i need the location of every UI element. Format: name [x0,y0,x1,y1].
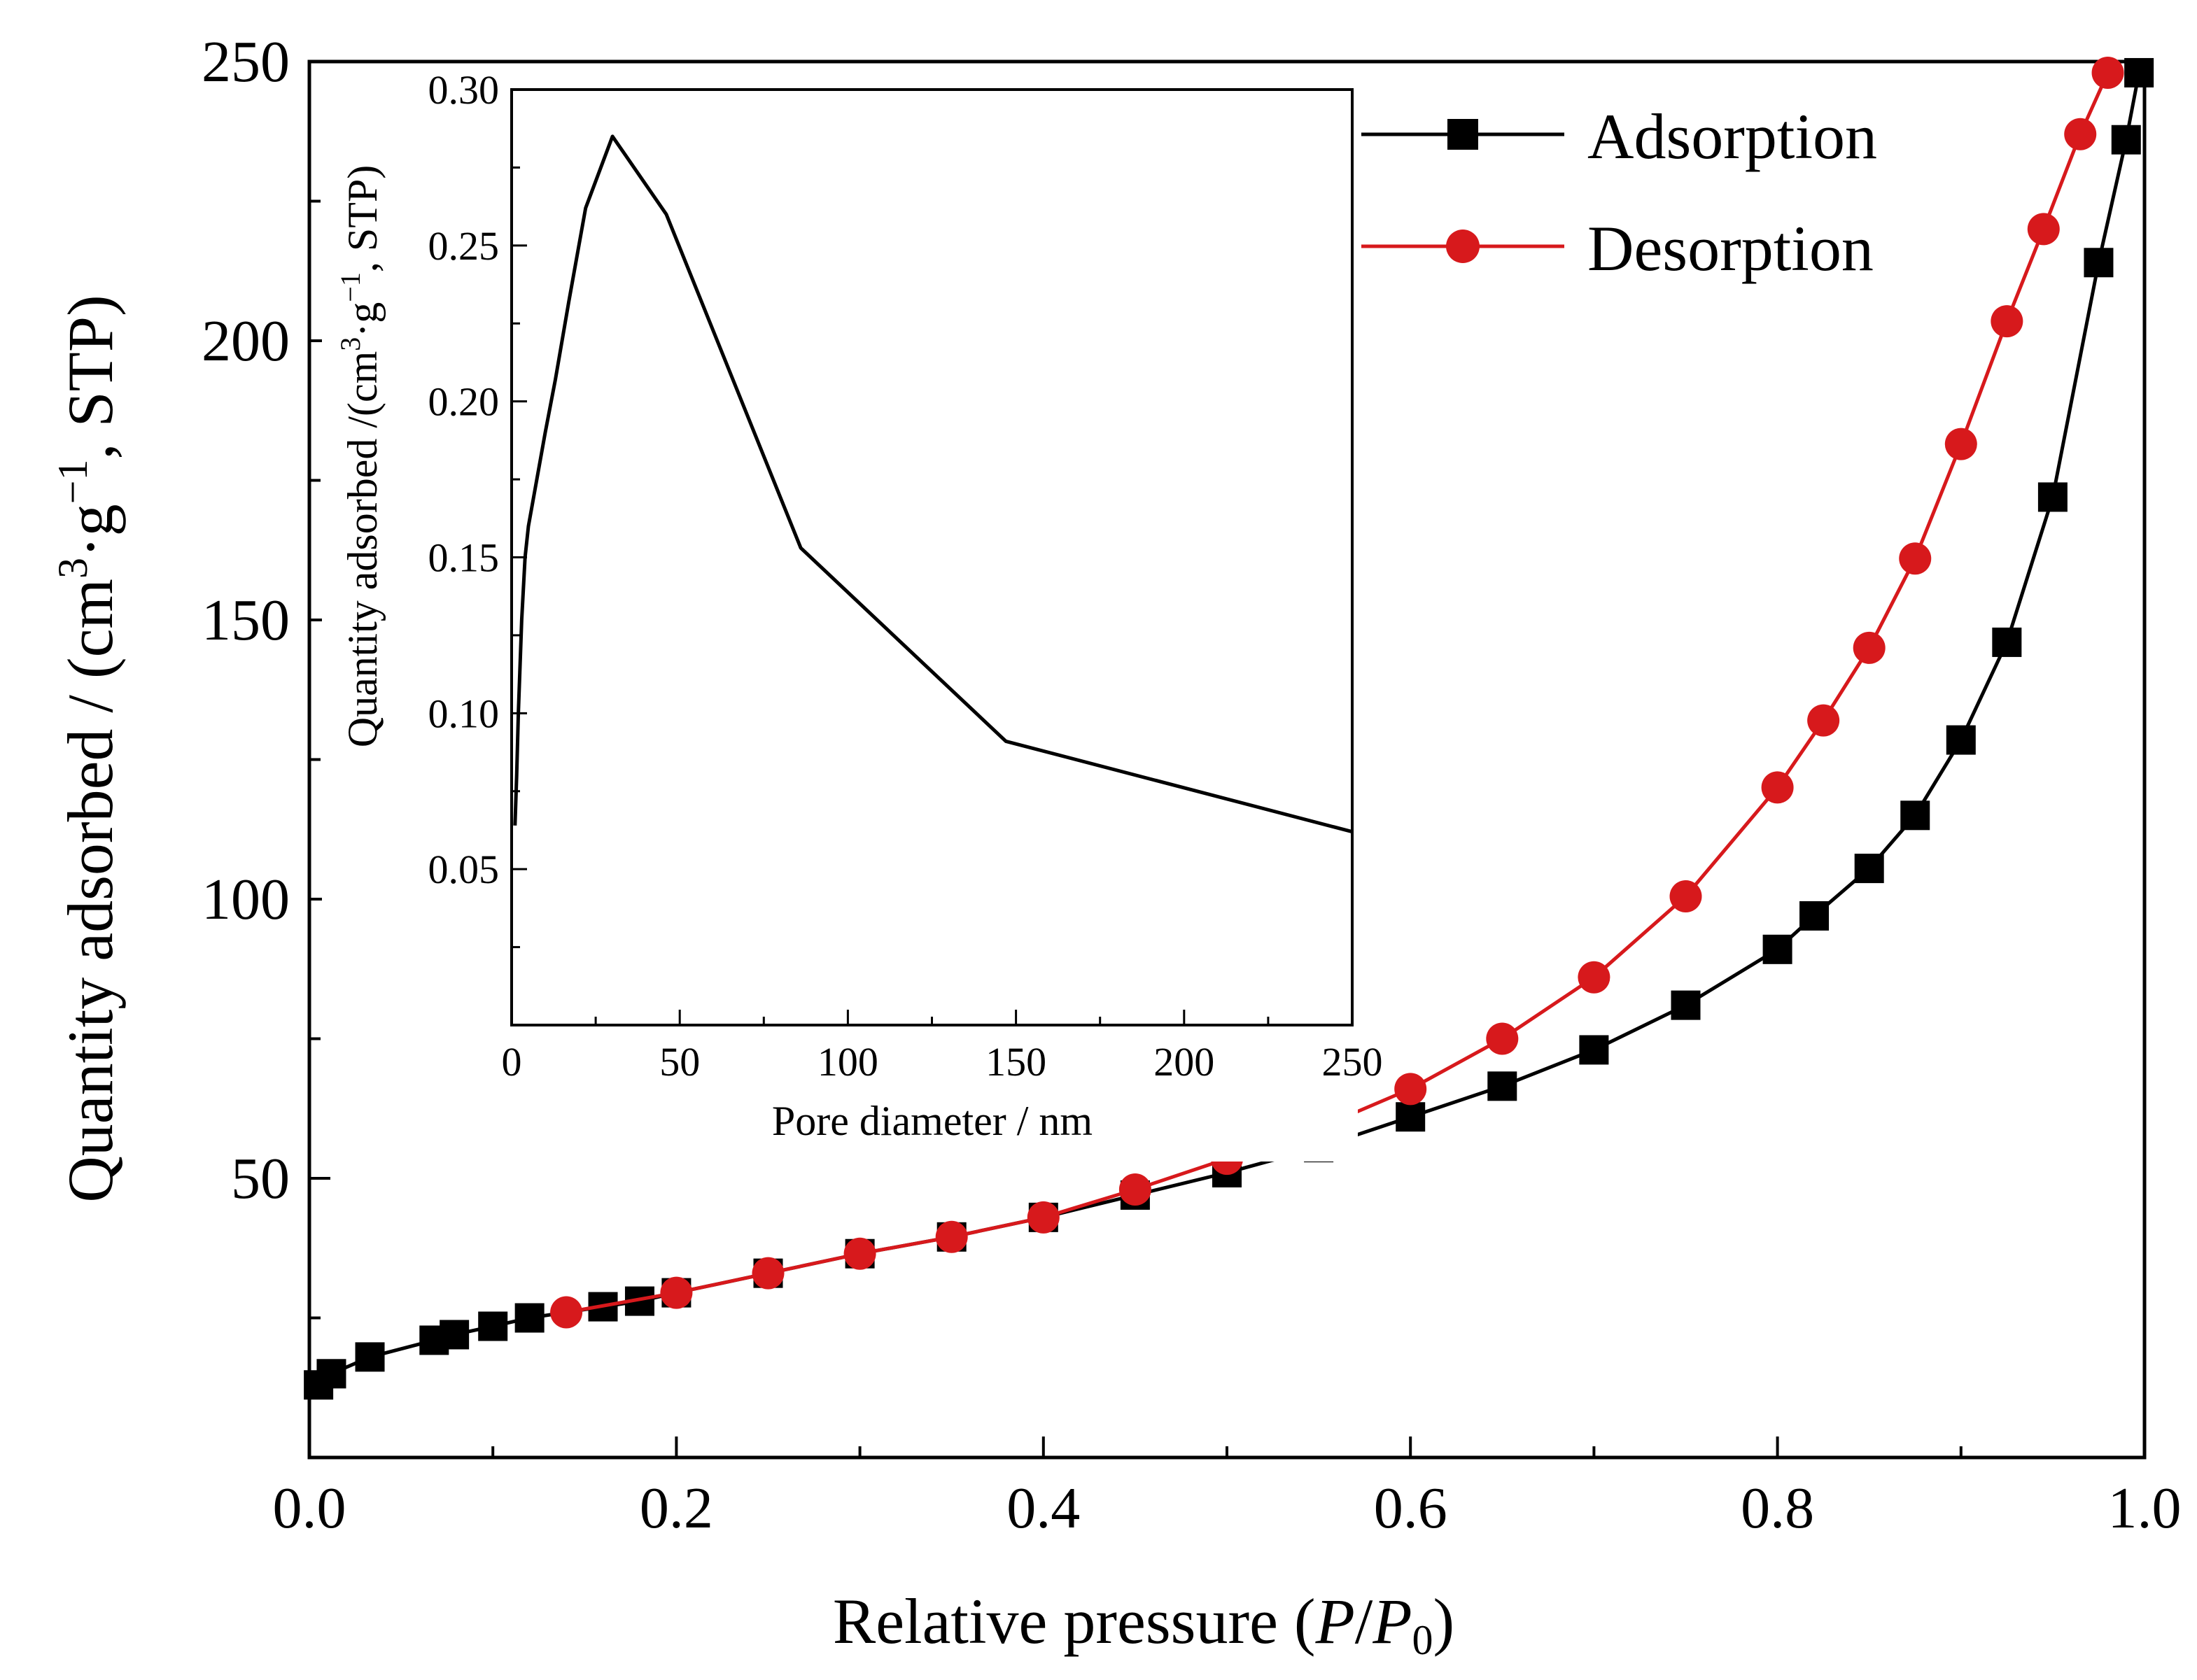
inset-x-tick-label: 200 [1153,1039,1214,1085]
desorption-point [1669,880,1702,913]
adsorption-point [1487,1071,1517,1101]
main-x-tick-label: 1.0 [2108,1476,2182,1541]
inset-x-ticks: 0 50 100 150 200 250 [502,1010,1383,1085]
desorption-point [550,1296,583,1329]
desorption-point [1578,961,1610,994]
desorption-point [1761,771,1794,804]
adsorption-point [1946,725,1976,755]
main-x-axis-label: Relative pressure (P/P0) [833,1586,1454,1663]
inset-x-tick-label: 250 [1322,1039,1383,1085]
desorption-point [1899,542,1932,575]
adsorption-point [316,1359,346,1389]
legend-desorption-label: Desorption [1587,213,1874,284]
desorption-point [935,1220,968,1253]
main-y-tick-label: 200 [202,309,290,374]
desorption-point [2091,56,2124,89]
main-y-axis-label: Quantity adsorbed / (cm3·g−1, STP) [50,295,126,1202]
inset-y-tick-label: 0.10 [428,691,500,736]
adsorption-point [1900,800,1930,831]
adsorption-point [1671,990,1701,1020]
legend: Adsorption Desorption [1361,101,1877,284]
inset-y-tick-label: 0.25 [428,223,500,269]
main-plot: 0.0 0.2 0.4 0.6 0.8 1.0 50 100 150 200 250 [202,29,2182,1541]
desorption-point [1991,305,2023,338]
main-series-layer [304,56,2154,1400]
inset-series-layer [513,134,1353,834]
inset-x-axis-label: Pore diameter / nm [772,1098,1093,1144]
adsorption-point [1992,627,2022,657]
inset-background [322,70,1358,1162]
adsorption-point [2111,125,2141,155]
inset-x-tick-label: 50 [659,1039,700,1085]
legend-desorption-marker [1446,230,1480,263]
main-x-tick-label: 0.4 [1006,1476,1080,1541]
inset-y-tick-label: 0.20 [428,379,500,425]
adsorption-point [440,1320,470,1350]
main-y-ticks: 50 100 150 200 250 [202,29,330,1320]
adsorption-point [514,1303,545,1333]
inset-y-tick-label: 0.05 [428,847,500,892]
adsorption-point [2124,57,2154,87]
adsorption-point [1854,854,1884,884]
inset-x-tick-label: 150 [985,1039,1046,1085]
legend-adsorption-marker [1447,119,1478,150]
adsorption-point [1799,901,1830,931]
main-y-tick-label: 250 [202,29,290,94]
main-x-ticks: 0.0 0.2 0.4 0.6 0.8 1.0 [273,1437,2182,1541]
adsorption-point [2084,248,2114,278]
inset-y-tick-label: 0.30 [428,67,500,113]
main-x-tick-label: 0.6 [1374,1476,1447,1541]
pore-distribution-line [513,134,1353,834]
inset-y-tick-label: 0.15 [428,535,500,581]
main-y-tick-label: 150 [202,588,290,653]
inset-plot: 0 50 100 150 200 250 0.05 0.10 0.15 0.20 0.25 0.30 [322,67,1383,1162]
series-1-line [566,71,2110,1314]
adsorption-point [1762,934,1792,964]
desorption-point [752,1257,785,1290]
adsorption-point [355,1342,385,1372]
desorption-point [1486,1022,1519,1055]
desorption-point [2064,118,2097,150]
inset-y-axis-label: Quantity adsorbed /(cm3·g−1, STP) [335,165,386,747]
inset-y-ticks: 0.05 0.10 0.15 0.20 0.25 0.30 [428,67,527,949]
desorption-point [843,1237,876,1270]
adsorption-point [2037,482,2068,512]
legend-adsorption-label: Adsorption [1587,101,1877,172]
adsorption-point [478,1311,508,1341]
desorption-point [1118,1173,1151,1206]
desorption-point [1853,631,1886,664]
desorption-point [1394,1073,1427,1106]
main-x-tick-label: 0.2 [640,1476,713,1541]
main-x-tick-label: 0.0 [273,1476,346,1541]
desorption-point [2027,213,2060,246]
desorption-point [1027,1201,1060,1234]
inset-x-tick-label: 0 [502,1039,522,1085]
inset-x-tick-label: 100 [817,1039,878,1085]
desorption-point [1807,704,1840,737]
adsorption-point [1396,1102,1426,1132]
main-x-tick-label: 0.8 [1741,1476,1814,1541]
desorption-point [1944,428,1977,460]
desorption-point [660,1276,693,1309]
main-y-tick-label: 100 [202,867,290,932]
adsorption-point [1579,1035,1609,1065]
main-y-tick-label: 50 [231,1146,290,1211]
